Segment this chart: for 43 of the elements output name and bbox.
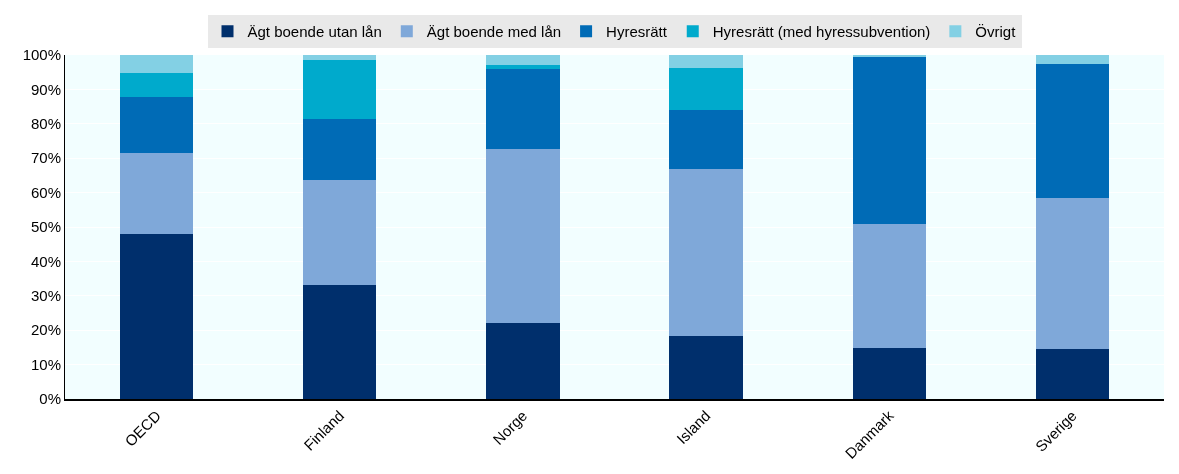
bar	[1035, 198, 1110, 350]
bar	[669, 110, 743, 169]
bar	[303, 180, 377, 286]
y-tick-label: 90%	[30, 80, 61, 98]
bar	[669, 336, 743, 399]
y-tick-label: 50%	[30, 218, 61, 236]
y-tick-label: 40%	[30, 252, 61, 270]
bar	[486, 64, 560, 70]
bar	[303, 285, 377, 399]
bar	[669, 55, 743, 69]
y-tick-label: 10%	[30, 355, 61, 373]
bar	[486, 55, 560, 65]
y-tick-label: 80%	[30, 115, 61, 133]
bar	[119, 233, 194, 399]
y-tick-label: 30%	[30, 287, 61, 305]
bar	[669, 68, 743, 111]
bar	[486, 148, 560, 323]
bar	[119, 73, 194, 97]
bar	[486, 322, 560, 399]
legend-label: Ägt boende utan lån	[247, 23, 382, 41]
y-tick-label: 60%	[30, 183, 61, 201]
y-tick-label: 0%	[39, 390, 61, 408]
legend-label: Hyresrätt	[606, 23, 668, 41]
bar	[852, 223, 926, 349]
bar	[303, 59, 377, 119]
legend-label: Övrigt	[975, 23, 1017, 41]
y-tick-label: 100%	[22, 46, 61, 64]
bar	[119, 55, 194, 74]
bar	[119, 96, 194, 153]
bar	[852, 56, 926, 224]
bar	[1035, 55, 1110, 64]
bar	[486, 69, 560, 149]
bar	[303, 55, 377, 60]
y-tick-label: 20%	[30, 321, 61, 339]
bar	[852, 348, 926, 399]
bar	[1035, 349, 1110, 399]
legend-label: Hyresrätt (med hyressubvention)	[712, 23, 931, 41]
y-tick-label: 70%	[30, 149, 61, 167]
bar	[1035, 63, 1110, 199]
legend-label: Ägt boende med lån	[426, 23, 562, 41]
bar	[303, 118, 377, 181]
bar	[119, 152, 194, 234]
bar	[669, 168, 743, 337]
